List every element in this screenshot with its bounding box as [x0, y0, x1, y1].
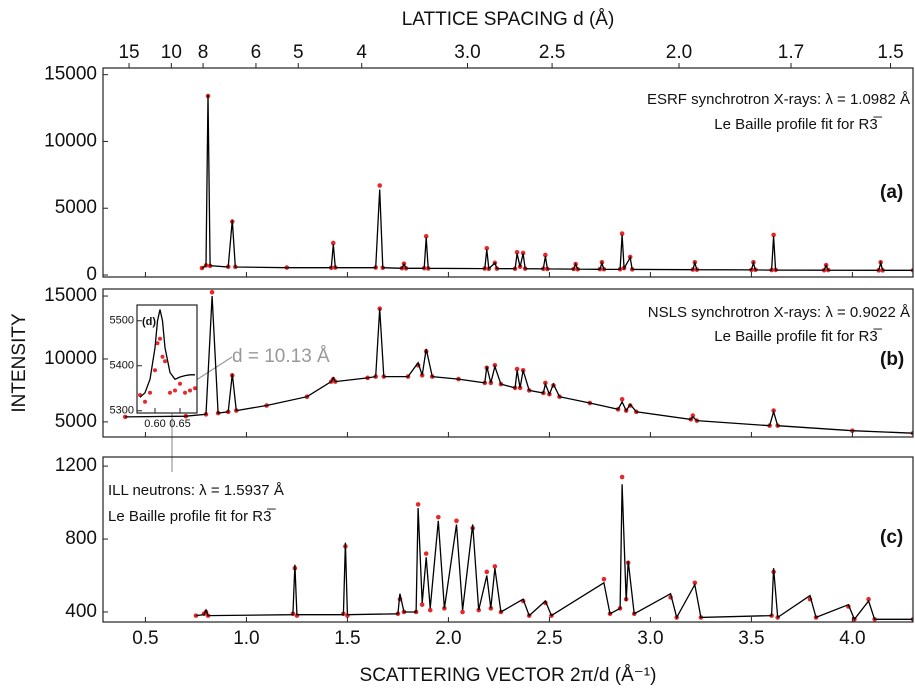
plot-area	[122, 289, 913, 436]
y-tick-label: 800	[65, 528, 97, 549]
observed-point	[423, 551, 429, 556]
annotation: d = 10.13 Å	[232, 346, 330, 367]
observed-point	[619, 474, 625, 480]
y-tick-label: 5500	[110, 315, 134, 327]
fit-line	[201, 94, 913, 271]
panel-label: (a)	[880, 182, 903, 203]
y-tick-label: 15000	[44, 285, 97, 306]
observed-point	[520, 250, 526, 256]
plot-area	[138, 309, 197, 404]
annotation: Le Baille profile fit for R3̅	[714, 328, 882, 345]
fit-line	[195, 484, 913, 621]
y-tick-label: 10000	[44, 348, 97, 369]
observed-point	[330, 240, 336, 246]
panel-label: (d)	[142, 316, 156, 328]
observed-point	[543, 252, 548, 258]
panel-frame	[136, 304, 198, 414]
x-tick-label: 0.5	[132, 628, 158, 649]
x2-tick-label: 10	[161, 42, 182, 63]
x-tick-label: 0.65	[169, 418, 190, 430]
x2-tick-label: 2.0	[666, 42, 692, 63]
x-axis-title: SCATTERING VECTOR 2π/d (Å⁻¹)	[360, 665, 657, 686]
observed-point	[492, 564, 498, 569]
observed-point	[619, 231, 625, 236]
plot-area	[193, 474, 913, 622]
observed-point	[423, 233, 429, 239]
x2-tick-label: 6	[251, 42, 262, 63]
y-tick-label: 5000	[55, 197, 97, 218]
panel-frame	[102, 67, 914, 278]
observed-point	[771, 232, 776, 238]
observed-point	[514, 366, 520, 372]
observed-point	[183, 390, 187, 395]
x2-tick-label: 5	[293, 42, 304, 63]
observed-point	[619, 396, 625, 402]
observed-point	[514, 249, 520, 255]
x-tick-label: 0.60	[144, 418, 165, 430]
y-tick-label: 5000	[55, 411, 97, 432]
panel-label: (c)	[880, 527, 903, 548]
observed-point	[484, 245, 490, 251]
x-tick-label: 2.0	[435, 628, 461, 649]
observed-point	[155, 341, 160, 346]
annotation: Le Baille profile fit for R3̅	[714, 116, 882, 133]
observed-point	[436, 514, 441, 520]
observed-point	[148, 390, 152, 395]
x2-tick-label: 3.0	[454, 42, 480, 63]
x2-tick-label: 4	[356, 42, 367, 63]
observed-point	[419, 602, 425, 607]
x-tick-label: 1.0	[233, 628, 259, 649]
plot-area	[199, 93, 913, 273]
x-tick-label: 3.5	[738, 628, 764, 649]
x-tick-label: 3.0	[637, 628, 663, 649]
observed-point	[193, 386, 197, 391]
observed-point	[690, 413, 696, 418]
y-tick-label: 10000	[44, 130, 97, 151]
x2-tick-label: 1.5	[877, 42, 903, 63]
observed-point	[866, 596, 871, 602]
observed-point	[160, 354, 165, 359]
y-axis-title: INTENSITY	[9, 313, 30, 413]
x-tick-label: 4.0	[839, 628, 865, 649]
x2-axis-title: LATTICE SPACING d (Å)	[402, 9, 615, 30]
observed-point	[143, 399, 147, 404]
fit-line	[139, 309, 195, 398]
y-tick-label: 5400	[110, 360, 134, 372]
x2-tick-label: 8	[198, 42, 209, 63]
observed-point	[460, 609, 465, 615]
fit-line	[125, 295, 913, 434]
annotation: ILL neutrons: λ = 1.5937 Å	[108, 482, 284, 499]
y-tick-label: 400	[65, 601, 97, 622]
observed-point	[188, 388, 192, 393]
observed-point	[173, 388, 177, 393]
observed-point	[601, 576, 607, 582]
observed-point	[168, 390, 172, 395]
observed-point	[484, 569, 490, 575]
observed-point	[692, 580, 698, 586]
observed-point	[427, 607, 433, 613]
panel-label: (b)	[880, 349, 904, 370]
x-tick-label: 2.5	[536, 628, 562, 649]
annotation: NSLS synchrotron X-rays: λ = 0.9022 Å	[648, 304, 910, 321]
y-tick-label: 15000	[44, 64, 97, 85]
observed-point	[377, 183, 383, 188]
x2-tick-label: 15	[118, 42, 139, 63]
observed-point	[163, 359, 167, 364]
panel-frame	[102, 288, 914, 438]
x-tick-label: 1.5	[334, 628, 360, 649]
x2-tick-label: 2.5	[539, 42, 565, 63]
y-tick-label: 1200	[55, 455, 97, 476]
observed-point	[158, 336, 162, 341]
observed-point	[153, 368, 157, 373]
y-tick-label: 5300	[110, 405, 134, 417]
annotation: ESRF synchrotron X-rays: λ = 1.0982 Å	[647, 91, 910, 108]
y-tick-label: 0	[86, 264, 97, 285]
observed-point	[415, 502, 421, 507]
observed-point	[209, 289, 215, 295]
x2-tick-label: 1.7	[778, 42, 804, 63]
observed-point	[454, 518, 459, 524]
annotation: Le Baille profile fit for R3̅	[108, 508, 276, 525]
observed-point	[178, 381, 182, 386]
